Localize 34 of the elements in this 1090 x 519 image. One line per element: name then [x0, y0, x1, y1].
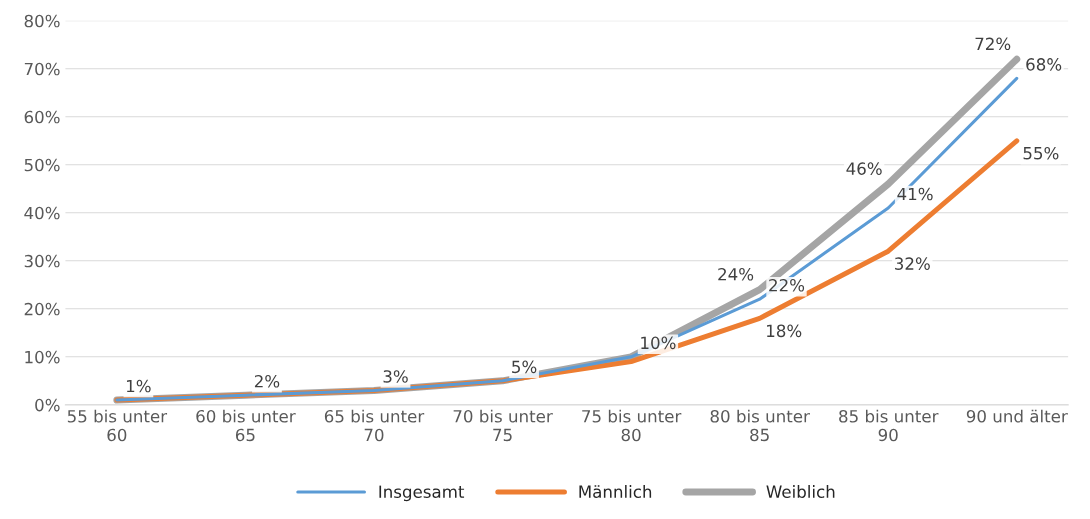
y-tick-label: 30% [24, 254, 60, 268]
y-tick-label: 70% [24, 62, 60, 76]
data-label: 3% [383, 370, 408, 383]
x-tick-label: 85 bis unter 90 [839, 409, 939, 442]
legend-label: Insgesamt [379, 485, 465, 502]
data-label: 5% [512, 360, 537, 374]
y-tick-label: 40% [24, 206, 60, 220]
data-label: 18% [767, 324, 802, 338]
data-label: 46% [846, 162, 882, 175]
legend-label: Weiblich [766, 485, 835, 499]
data-label: 1% [126, 379, 151, 393]
y-tick-label: 10% [25, 350, 60, 364]
data-label: 2% [254, 374, 280, 388]
data-label: 72% [975, 37, 1011, 51]
data-label: 24% [718, 267, 754, 281]
x-tick-label: 65 bis unter 70 [324, 409, 425, 442]
data-label: 68% [1026, 58, 1062, 71]
x-tick-label: 80 bis unter 85 [710, 409, 810, 442]
x-tick-label: 75 bis unter 80 [582, 409, 682, 442]
data-label: 55% [1023, 146, 1059, 160]
legend-label: Männlich [579, 485, 652, 499]
x-tick-label: 90 und älter [966, 409, 1068, 423]
y-tick-label: 80% [24, 14, 60, 28]
data-label: 32% [895, 257, 930, 270]
y-tick-label: 20% [24, 302, 60, 316]
data-label: 22% [769, 278, 805, 292]
x-tick-label: 60 bis unter 65 [196, 409, 296, 442]
y-tick-label: 0% [35, 398, 60, 412]
data-label: 41% [897, 187, 933, 201]
x-tick-label: 55 bis unter 60 [67, 409, 168, 442]
y-tick-label: 60% [24, 110, 60, 124]
y-tick-label: 50% [24, 158, 60, 172]
data-label: 10% [641, 336, 676, 350]
x-tick-label: 70 bis unter 75 [453, 409, 553, 442]
